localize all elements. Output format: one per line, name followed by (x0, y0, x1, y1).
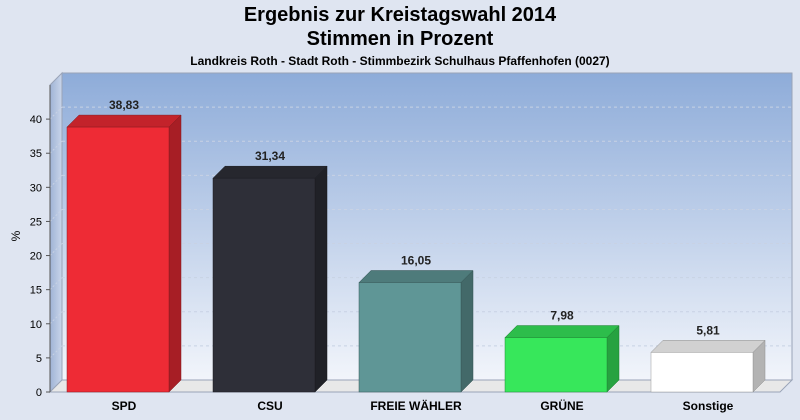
chart-title: Ergebnis zur Kreistagswahl 2014 (243, 4, 557, 26)
bar-top (358, 270, 474, 283)
bar-side (314, 165, 328, 393)
bar-freie-w-hler (358, 282, 462, 393)
y-tick-label: 40 (30, 114, 42, 126)
y-tick-label: 20 (30, 251, 42, 263)
y-tick-label: 5 (36, 353, 42, 365)
grid-line-side (49, 140, 63, 154)
y-tick-label: 0 (36, 387, 42, 399)
grid-line-side (49, 174, 63, 188)
bar-gr-ne (504, 337, 608, 393)
bar-top (650, 340, 766, 353)
bar-side (168, 114, 182, 393)
y-tick-label: 25 (30, 216, 42, 228)
bar-side (460, 269, 474, 393)
bar-csu (212, 177, 316, 393)
bar-sonstige (650, 352, 754, 393)
y-tick-label: 15 (30, 285, 42, 297)
bar-spd (66, 126, 170, 393)
bar-value-label: 38,83 (109, 98, 139, 112)
y-tick-label: 35 (30, 148, 42, 160)
chart-subtitle: Landkreis Roth - Stadt Roth - Stimmbezir… (190, 54, 610, 68)
x-tick-label: Sonstige (683, 399, 734, 413)
x-tick-label: CSU (257, 399, 282, 413)
bar-value-label: 16,05 (401, 254, 431, 268)
x-tick-label: SPD (112, 399, 137, 413)
bar-top (504, 325, 620, 338)
y-axis-label: % (9, 230, 23, 241)
bar-value-label: 31,34 (255, 149, 285, 163)
grid-line-side (49, 243, 63, 256)
plot-side-wall (49, 71, 63, 394)
bar-value-label: 7,98 (550, 309, 574, 323)
y-tick-label: 30 (30, 182, 42, 194)
x-tick-label: GRÜNE (540, 398, 583, 413)
bar-top (212, 165, 328, 179)
chart-title-line2: Stimmen in Prozent (306, 28, 494, 50)
x-tick-label: FREIE WÄHLER (370, 398, 462, 413)
grid-line-side (49, 277, 63, 291)
y-tick-label: 10 (30, 319, 42, 331)
bar-value-label: 5,81 (696, 323, 720, 337)
bar-top (66, 114, 182, 128)
grid-line-side (49, 209, 63, 222)
grid-line-side (49, 106, 63, 120)
grid-line-side (49, 345, 63, 359)
grid-line-side (49, 311, 63, 325)
